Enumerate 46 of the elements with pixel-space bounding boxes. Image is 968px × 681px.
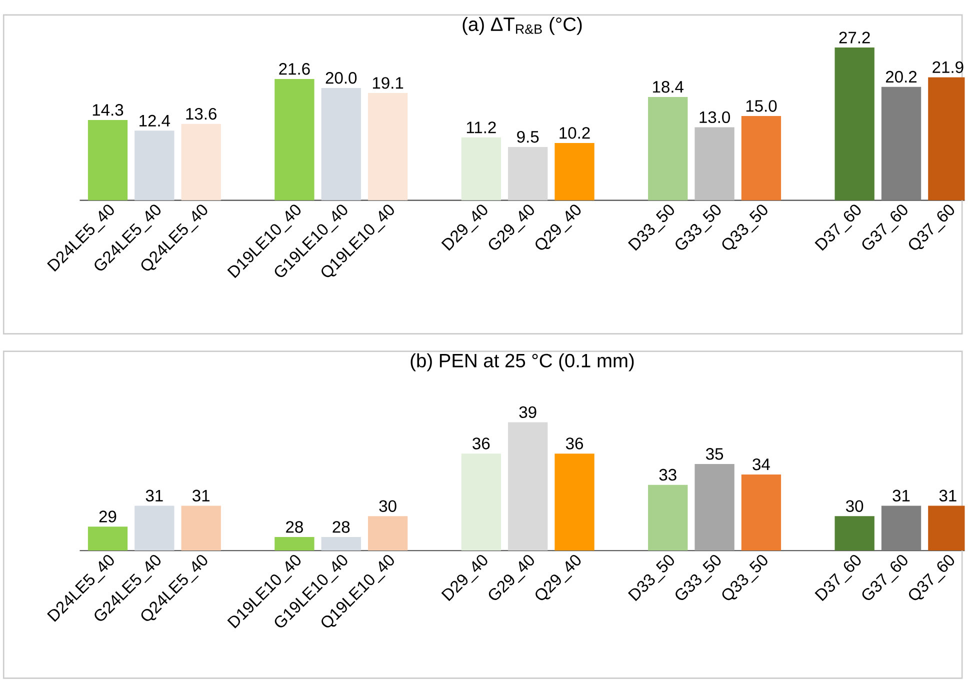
- data-label: 13.0: [700, 112, 730, 124]
- bar: [368, 93, 408, 200]
- data-label: 33: [659, 469, 676, 481]
- data-label: 28: [286, 521, 303, 533]
- data-label: 19.1: [372, 77, 404, 89]
- bar: [554, 143, 594, 200]
- bar: [181, 124, 221, 200]
- data-label: 29: [99, 510, 116, 523]
- data-label: 36: [472, 438, 490, 450]
- data-label: 31: [146, 490, 163, 502]
- bar: [741, 116, 782, 200]
- data-label: 11.2: [466, 122, 496, 134]
- bar: [881, 87, 922, 200]
- data-label: 28: [332, 521, 350, 533]
- data-label: 9.5: [517, 131, 539, 143]
- data-label: 30: [379, 500, 396, 512]
- data-label: 18.4: [653, 81, 684, 93]
- data-label: 36: [566, 438, 583, 450]
- bar: [648, 97, 688, 200]
- bar: [88, 120, 128, 200]
- bar: [134, 130, 174, 200]
- data-label: 31: [192, 490, 210, 502]
- data-label: 35: [706, 448, 724, 460]
- bar: [274, 79, 314, 200]
- bar: [321, 88, 361, 200]
- data-label: 39: [519, 406, 536, 418]
- data-label: 21.6: [279, 63, 310, 75]
- data-label: 27.2: [839, 32, 870, 44]
- data-label: 20.0: [326, 72, 357, 84]
- data-label: 31: [939, 490, 956, 502]
- chart-title: (a) ΔT$_{R&B}$ (°C): [462, 17, 582, 36]
- bar: [694, 127, 734, 200]
- data-label: 10.2: [560, 127, 590, 139]
- data-label: 34: [752, 458, 770, 470]
- bar: [508, 147, 548, 200]
- data-label: 21.9: [932, 62, 964, 74]
- data-label: 15.0: [746, 100, 777, 112]
- data-label: 12.4: [140, 115, 170, 127]
- data-label: 30: [846, 500, 864, 512]
- data-label: 20.2: [886, 71, 917, 83]
- data-label: 14.3: [92, 104, 124, 116]
- data-label: 13.6: [186, 108, 216, 120]
- data-label: 31: [892, 490, 910, 502]
- chart-title: (b) PEN at 25 °C (0.1 mm): [410, 353, 634, 372]
- bar: [834, 48, 874, 200]
- bar: [461, 138, 501, 200]
